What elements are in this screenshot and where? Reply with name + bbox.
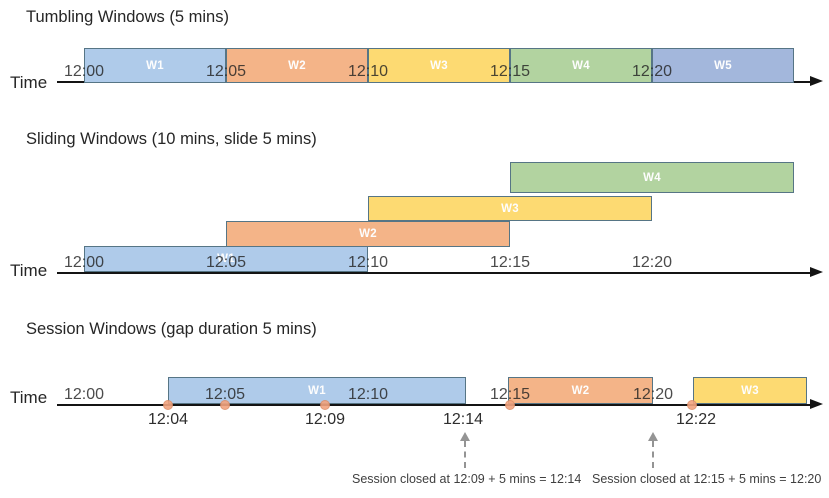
window-label: W3 — [501, 202, 519, 215]
tick-label: 12:05 — [204, 386, 246, 403]
tick-label: 12:10 — [347, 386, 389, 403]
session-window-w2: W2 — [508, 377, 653, 404]
tick-label: 12:05 — [205, 63, 247, 80]
tick-label: 12:15 — [489, 254, 531, 271]
tumbling-window-w1: W1 — [84, 48, 226, 83]
tick-label: 12:00 — [63, 386, 105, 403]
window-label: W3 — [430, 59, 448, 72]
tumbling-window-w4: W4 — [510, 48, 652, 83]
session-window-w1: W1 — [168, 377, 466, 404]
session-close-arrow-icon — [460, 432, 470, 441]
sliding-section-title: Sliding Windows (10 mins, slide 5 mins) — [26, 130, 317, 148]
session-section-title: Session Windows (gap duration 5 mins) — [26, 320, 317, 338]
window-label: W4 — [643, 171, 661, 184]
window-label: W2 — [359, 228, 377, 240]
event-time-label: 12:14 — [442, 411, 484, 428]
event-dot — [163, 400, 173, 410]
tick-label: 12:10 — [347, 254, 389, 271]
session-close-callout: Session closed at 12:09 + 5 mins = 12:14 — [352, 472, 582, 486]
window-label: W3 — [741, 384, 759, 397]
tick-label: 12:20 — [631, 63, 673, 80]
session-window-w3: W3 — [693, 377, 807, 404]
window-label: W1 — [308, 384, 326, 397]
sliding-window-w4: W4 — [510, 162, 794, 193]
tick-label: 12:00 — [63, 63, 105, 80]
sliding-axis-arrowhead-icon — [810, 267, 823, 277]
session-close-arrow-stem — [652, 441, 654, 468]
window-label: W5 — [714, 59, 732, 72]
window-label: W2 — [571, 384, 590, 397]
sliding-window-w1: W1 — [84, 246, 368, 272]
event-dot — [687, 400, 697, 410]
sliding-time-axis — [57, 272, 810, 274]
session-close-callout: Session closed at 12:15 + 5 mins = 12:20 — [592, 472, 822, 486]
session-axis-arrowhead-icon — [810, 399, 823, 409]
event-dot — [320, 400, 330, 410]
window-label: W1 — [217, 253, 235, 265]
tick-label: 12:20 — [631, 254, 673, 271]
tumbling-time-axis-label: Time — [10, 73, 48, 92]
session-time-axis-label: Time — [10, 388, 48, 407]
window-label: W2 — [288, 59, 306, 72]
window-label: W4 — [572, 59, 590, 72]
tick-label: 12:05 — [205, 254, 247, 271]
sliding-time-axis-label: Time — [10, 261, 48, 280]
tumbling-axis-arrowhead-icon — [810, 76, 823, 86]
event-dot — [220, 400, 230, 410]
session-close-arrow-stem — [464, 441, 466, 468]
event-dot — [505, 400, 515, 410]
event-time-label: 12:09 — [304, 411, 346, 428]
sliding-window-w2: W2 — [226, 221, 510, 247]
sliding-window-w3: W3 — [368, 196, 652, 221]
tick-label: 12:15 — [489, 63, 531, 80]
tick-label: 12:20 — [632, 386, 674, 403]
session-close-arrow-icon — [648, 432, 658, 441]
tick-label: 12:15 — [489, 386, 531, 403]
tick-label: 12:10 — [347, 63, 389, 80]
tick-label: 12:00 — [63, 254, 105, 271]
tumbling-window-w2: W2 — [226, 48, 368, 83]
window-label: W1 — [146, 59, 164, 72]
event-time-label: 12:22 — [675, 411, 717, 428]
tumbling-window-w5: W5 — [652, 48, 794, 83]
session-time-axis — [57, 404, 810, 406]
tumbling-section-title: Tumbling Windows (5 mins) — [26, 8, 229, 26]
tumbling-window-w3: W3 — [368, 48, 510, 83]
event-time-label: 12:04 — [147, 411, 189, 428]
